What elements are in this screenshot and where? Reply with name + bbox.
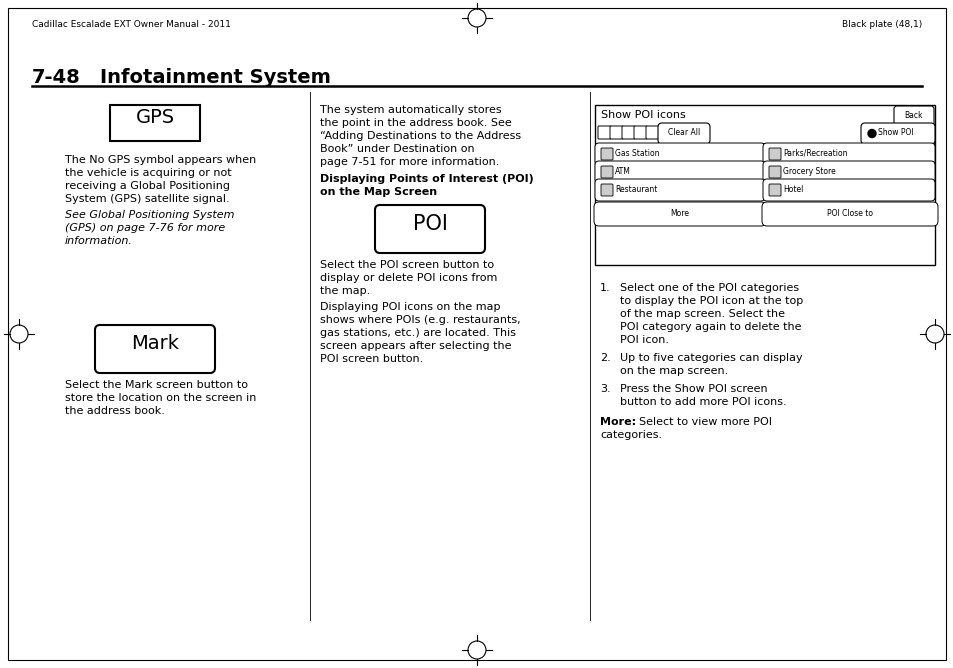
Text: Gas Station: Gas Station [615,149,659,158]
Text: Restaurant: Restaurant [615,185,657,194]
Text: Select one of the POI categories: Select one of the POI categories [619,283,799,293]
Text: Displaying Points of Interest (POI): Displaying Points of Interest (POI) [319,174,533,184]
Text: Displaying POI icons on the map: Displaying POI icons on the map [319,302,500,312]
Text: store the location on the screen in: store the location on the screen in [65,393,256,403]
Text: The No GPS symbol appears when: The No GPS symbol appears when [65,155,256,165]
Text: 1.: 1. [599,283,610,293]
Text: Show POI: Show POI [877,128,913,137]
FancyBboxPatch shape [595,143,764,165]
FancyBboxPatch shape [768,148,781,160]
Text: Black plate (48,1): Black plate (48,1) [841,20,921,29]
Text: display or delete POI icons from: display or delete POI icons from [319,273,497,283]
FancyBboxPatch shape [645,126,659,139]
Text: to display the POI icon at the top: to display the POI icon at the top [619,296,802,306]
Text: of the map screen. Select the: of the map screen. Select the [619,309,784,319]
Text: See Global Positioning System: See Global Positioning System [65,210,234,220]
FancyBboxPatch shape [762,143,934,165]
FancyBboxPatch shape [600,166,613,178]
Text: 2.: 2. [599,353,610,363]
FancyBboxPatch shape [768,184,781,196]
Bar [595,105,934,265]
Text: Hotel: Hotel [782,185,802,194]
Text: System (GPS) satellite signal.: System (GPS) satellite signal. [65,194,230,204]
Text: POI icon.: POI icon. [619,335,668,345]
Text: Infotainment System: Infotainment System [100,68,331,87]
Text: Cadillac Escalade EXT Owner Manual - 2011: Cadillac Escalade EXT Owner Manual - 201… [32,20,231,29]
FancyBboxPatch shape [595,179,764,201]
FancyBboxPatch shape [375,205,484,253]
Circle shape [867,130,875,138]
Text: GPS: GPS [135,108,174,127]
Text: More:: More: [599,417,636,427]
FancyBboxPatch shape [762,161,934,183]
Text: on the Map Screen: on the Map Screen [319,187,436,197]
FancyBboxPatch shape [634,126,646,139]
Text: 7-48: 7-48 [32,68,81,87]
FancyBboxPatch shape [893,106,933,126]
FancyBboxPatch shape [861,123,934,144]
Bar [110,105,200,141]
Text: receiving a Global Positioning: receiving a Global Positioning [65,181,230,191]
Text: Select the POI screen button to: Select the POI screen button to [319,260,494,270]
FancyBboxPatch shape [658,123,709,144]
Text: “Adding Destinations to the Address: “Adding Destinations to the Address [319,131,520,141]
Text: POI Close to: POI Close to [826,209,872,218]
Text: button to add more POI icons.: button to add more POI icons. [619,397,786,407]
FancyBboxPatch shape [595,161,764,183]
FancyBboxPatch shape [768,166,781,178]
Text: categories.: categories. [599,430,661,440]
Text: page 7-51 for more information.: page 7-51 for more information. [319,157,498,167]
Text: on the map screen.: on the map screen. [619,366,727,376]
FancyBboxPatch shape [762,179,934,201]
Text: ATM: ATM [615,167,630,176]
Text: Parks/Recreation: Parks/Recreation [782,149,846,158]
FancyBboxPatch shape [761,202,937,226]
Text: Clear All: Clear All [667,128,700,137]
Text: Back: Back [903,111,923,120]
Text: Select to view more POI: Select to view more POI [631,417,771,427]
Text: POI: POI [412,214,447,234]
Text: Show POI icons: Show POI icons [600,110,685,120]
Text: Book” under Destination on: Book” under Destination on [319,144,475,154]
FancyBboxPatch shape [95,325,214,373]
FancyBboxPatch shape [621,126,635,139]
Text: Grocery Store: Grocery Store [782,167,835,176]
Text: the address book.: the address book. [65,406,165,416]
Text: the map.: the map. [319,286,370,296]
Text: Up to five categories can display: Up to five categories can display [619,353,801,363]
FancyBboxPatch shape [598,126,610,139]
Text: gas stations, etc.) are located. This: gas stations, etc.) are located. This [319,328,516,338]
Text: the vehicle is acquiring or not: the vehicle is acquiring or not [65,168,232,178]
Text: Select the Mark screen button to: Select the Mark screen button to [65,380,248,390]
Text: Mark: Mark [131,334,179,353]
Text: shows where POIs (e.g. restaurants,: shows where POIs (e.g. restaurants, [319,315,520,325]
FancyBboxPatch shape [609,126,622,139]
Text: POI category again to delete the: POI category again to delete the [619,322,801,332]
Text: 3.: 3. [599,384,610,394]
Text: (GPS) on page 7-76 for more: (GPS) on page 7-76 for more [65,223,225,233]
Text: POI screen button.: POI screen button. [319,354,423,364]
Text: the point in the address book. See: the point in the address book. See [319,118,511,128]
FancyBboxPatch shape [600,148,613,160]
FancyBboxPatch shape [594,202,765,226]
FancyBboxPatch shape [600,184,613,196]
Text: The system automatically stores: The system automatically stores [319,105,501,115]
Text: Press the Show POI screen: Press the Show POI screen [619,384,767,394]
Text: More: More [670,209,689,218]
Text: information.: information. [65,236,132,246]
Text: screen appears after selecting the: screen appears after selecting the [319,341,511,351]
